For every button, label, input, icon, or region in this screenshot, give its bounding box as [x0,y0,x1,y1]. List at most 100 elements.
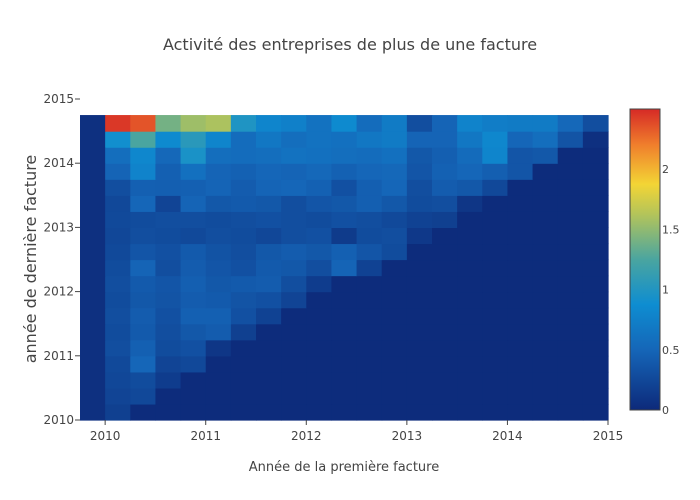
heatmap-cell [356,259,383,277]
heatmap-cell [331,227,358,245]
heatmap-cell [180,211,207,228]
heatmap-cell [557,131,584,148]
heatmap-cell [457,387,483,405]
heatmap-cell [507,387,534,405]
heatmap-cell [557,115,584,132]
heatmap-cell [582,195,609,212]
heatmap-cell [432,179,458,196]
heatmap-cell [432,387,458,405]
heatmap-cell [155,179,182,196]
heatmap-cell [256,131,282,148]
heatmap-cell [205,403,232,421]
heatmap-cell [205,195,232,212]
heatmap-cell [306,387,333,405]
heatmap-cell [482,227,509,245]
heatmap-cell [432,211,458,228]
heatmap-cell [432,275,458,293]
heatmap-cell [105,371,131,389]
heatmap-cell [406,163,433,180]
heatmap-cell [482,307,509,325]
heatmap-cell [230,387,257,405]
heatmap-cell [432,403,458,421]
y-tick-label: 2010 [43,413,74,427]
heatmap-cell [532,403,559,421]
heatmap-cell [482,291,509,309]
heatmap-cell [457,275,483,293]
heatmap-cell [256,339,282,357]
heatmap-cell [482,195,509,212]
heatmap-cell [80,227,106,245]
heatmap-cell [331,323,358,341]
y-axis: 2010 2011 2012 2013 2014 2015 [43,92,80,427]
heatmap-cell [507,275,534,293]
heatmap-cell [406,355,433,373]
heatmap-cell [381,355,408,373]
heatmap-cell [457,227,483,245]
heatmap-cell [482,163,509,180]
heatmap-cell [557,259,584,277]
heatmap-cell [256,163,282,180]
heatmap-cell [331,211,358,228]
heatmap-cell [105,355,131,373]
heatmap-cell [256,291,282,309]
heatmap-cell [205,179,232,196]
heatmap-cell [331,387,358,405]
heatmap-cell [331,355,358,373]
heatmap-cell [507,323,534,341]
heatmap-cell [331,243,358,261]
heatmap-cell [432,339,458,357]
heatmap-cell [230,339,257,357]
heatmap-cell [557,243,584,261]
heatmap-cell [281,291,307,309]
heatmap-cell [105,259,131,277]
colorbar-tick-label: 0.5 [662,344,680,357]
heatmap-cell [256,195,282,212]
heatmap-cell [230,227,257,245]
heatmap-cell [105,163,131,180]
heatmap-cell [230,259,257,277]
heatmap-cell [105,387,131,405]
heatmap-cell [230,147,257,164]
heatmap-cell [105,275,131,293]
heatmap-cell [105,323,131,341]
heatmap-cell [381,147,408,164]
heatmap-cell [507,131,534,148]
heatmap-cell [180,403,207,421]
heatmap-cell [105,339,131,357]
heatmap-cell [532,163,559,180]
heatmap-cell [306,163,333,180]
heatmap-cell [281,131,307,148]
heatmap-cell [130,195,157,212]
heatmap-cell [406,371,433,389]
heatmap-cell [582,403,609,421]
heatmap-cell [205,291,232,309]
heatmap-cell [507,147,534,164]
heatmap-cell [557,147,584,164]
heatmap-cell [457,163,483,180]
heatmap-cell [256,147,282,164]
heatmap-cell [532,307,559,325]
heatmap-cell [557,275,584,293]
heatmap-cell [80,387,106,405]
heatmap-cell [582,243,609,261]
heatmap-cell [356,371,383,389]
heatmap-cell [507,227,534,245]
heatmap-cell [80,323,106,341]
heatmap-cell [256,275,282,293]
heatmap-cell [557,211,584,228]
heatmap-cell [406,147,433,164]
heatmap-cell [281,147,307,164]
heatmap-cell [582,163,609,180]
heatmap-cell [381,371,408,389]
heatmap-cell [381,227,408,245]
heatmap-cell [356,211,383,228]
heatmap-cell [457,371,483,389]
heatmap-cell [205,371,232,389]
heatmap-cell [155,323,182,341]
heatmap-cell [281,115,307,132]
heatmap-cell [281,307,307,325]
heatmap-cell [130,147,157,164]
heatmap-cell [406,227,433,245]
heatmap-cell [281,211,307,228]
